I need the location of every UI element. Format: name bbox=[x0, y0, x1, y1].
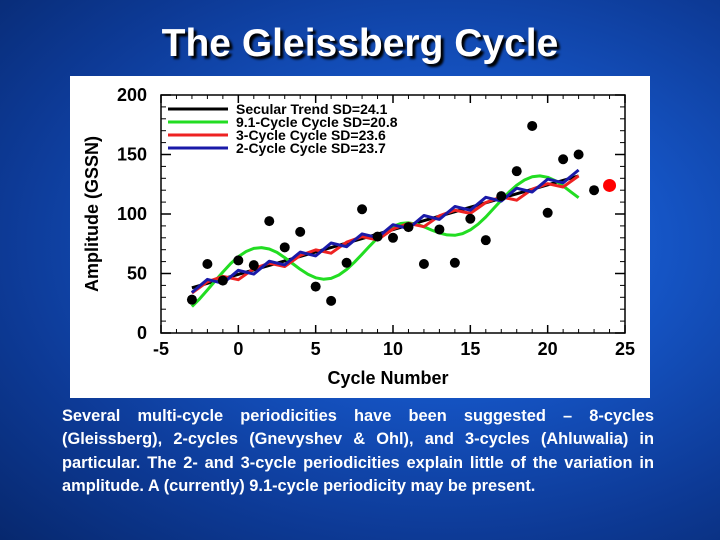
data-point bbox=[341, 257, 352, 268]
y-tick-label: 200 bbox=[117, 85, 147, 105]
data-point bbox=[233, 255, 244, 266]
data-point bbox=[511, 166, 522, 177]
highlight-data-point bbox=[603, 178, 617, 192]
data-point bbox=[217, 275, 228, 286]
chart-panel: -5 0 5 10 15 20 25 0 50 100 150 200 Secular Trend S… bbox=[70, 76, 650, 398]
data-point bbox=[434, 224, 445, 235]
plot-frame bbox=[160, 94, 626, 334]
axis-ticks: -5 0 5 10 15 20 25 0 50 100 150 200 bbox=[117, 85, 635, 359]
data-point bbox=[527, 120, 538, 131]
data-point bbox=[573, 149, 584, 160]
y-tick-label: 50 bbox=[127, 264, 147, 284]
data-point bbox=[449, 257, 460, 268]
y-tick-label: 100 bbox=[117, 204, 147, 224]
y-tick-label: 150 bbox=[117, 145, 147, 165]
data-point bbox=[326, 295, 337, 306]
x-tick-label: 20 bbox=[538, 339, 558, 359]
x-tick-label: 0 bbox=[233, 339, 243, 359]
legend-label-4: 2-Cycle Cycle SD=23.7 bbox=[236, 140, 386, 156]
x-tick-label: 10 bbox=[383, 339, 403, 359]
y-tick-label: 0 bbox=[137, 323, 147, 343]
data-point bbox=[388, 232, 398, 243]
data-point bbox=[248, 260, 259, 271]
x-tick-label: -5 bbox=[153, 339, 169, 359]
data-point bbox=[295, 226, 306, 237]
data-point bbox=[496, 191, 507, 202]
data-point bbox=[186, 294, 197, 305]
series-lines bbox=[190, 168, 580, 308]
data-point bbox=[558, 154, 569, 165]
slide-title: The Gleissberg Cycle bbox=[161, 22, 559, 65]
x-tick-label: 25 bbox=[615, 339, 635, 359]
gleissberg-chart: -5 0 5 10 15 20 25 0 50 100 150 200 Secular Trend S… bbox=[82, 85, 635, 388]
data-point bbox=[403, 222, 414, 233]
data-point bbox=[310, 281, 321, 292]
y-axis-label: Amplitude (GSSN) bbox=[82, 136, 102, 292]
data-point bbox=[480, 235, 491, 246]
x-tick-label: 5 bbox=[311, 339, 321, 359]
legend: Secular Trend SD=24.19.1-Cycle Cycle SD=… bbox=[168, 101, 398, 156]
series-line-4 bbox=[190, 168, 580, 294]
data-point bbox=[542, 207, 553, 218]
x-tick-label: 15 bbox=[460, 339, 480, 359]
data-point bbox=[279, 242, 290, 253]
x-axis-label: Cycle Number bbox=[327, 368, 448, 388]
data-point bbox=[264, 216, 275, 227]
data-point bbox=[202, 258, 213, 269]
legend-label-3: 3-Cycle Cycle SD=23.6 bbox=[236, 127, 386, 143]
caption-text: Several multi-cycle periodicities have b… bbox=[62, 407, 654, 496]
data-points bbox=[186, 120, 617, 306]
data-point bbox=[372, 231, 383, 242]
legend-label-1: Secular Trend SD=24.1 bbox=[236, 101, 388, 117]
data-point bbox=[357, 204, 368, 215]
series-line-2 bbox=[190, 174, 580, 308]
data-point bbox=[465, 213, 476, 224]
legend-label-2: 9.1-Cycle Cycle SD=20.8 bbox=[236, 114, 398, 130]
data-point bbox=[418, 258, 429, 269]
data-point bbox=[589, 185, 600, 196]
